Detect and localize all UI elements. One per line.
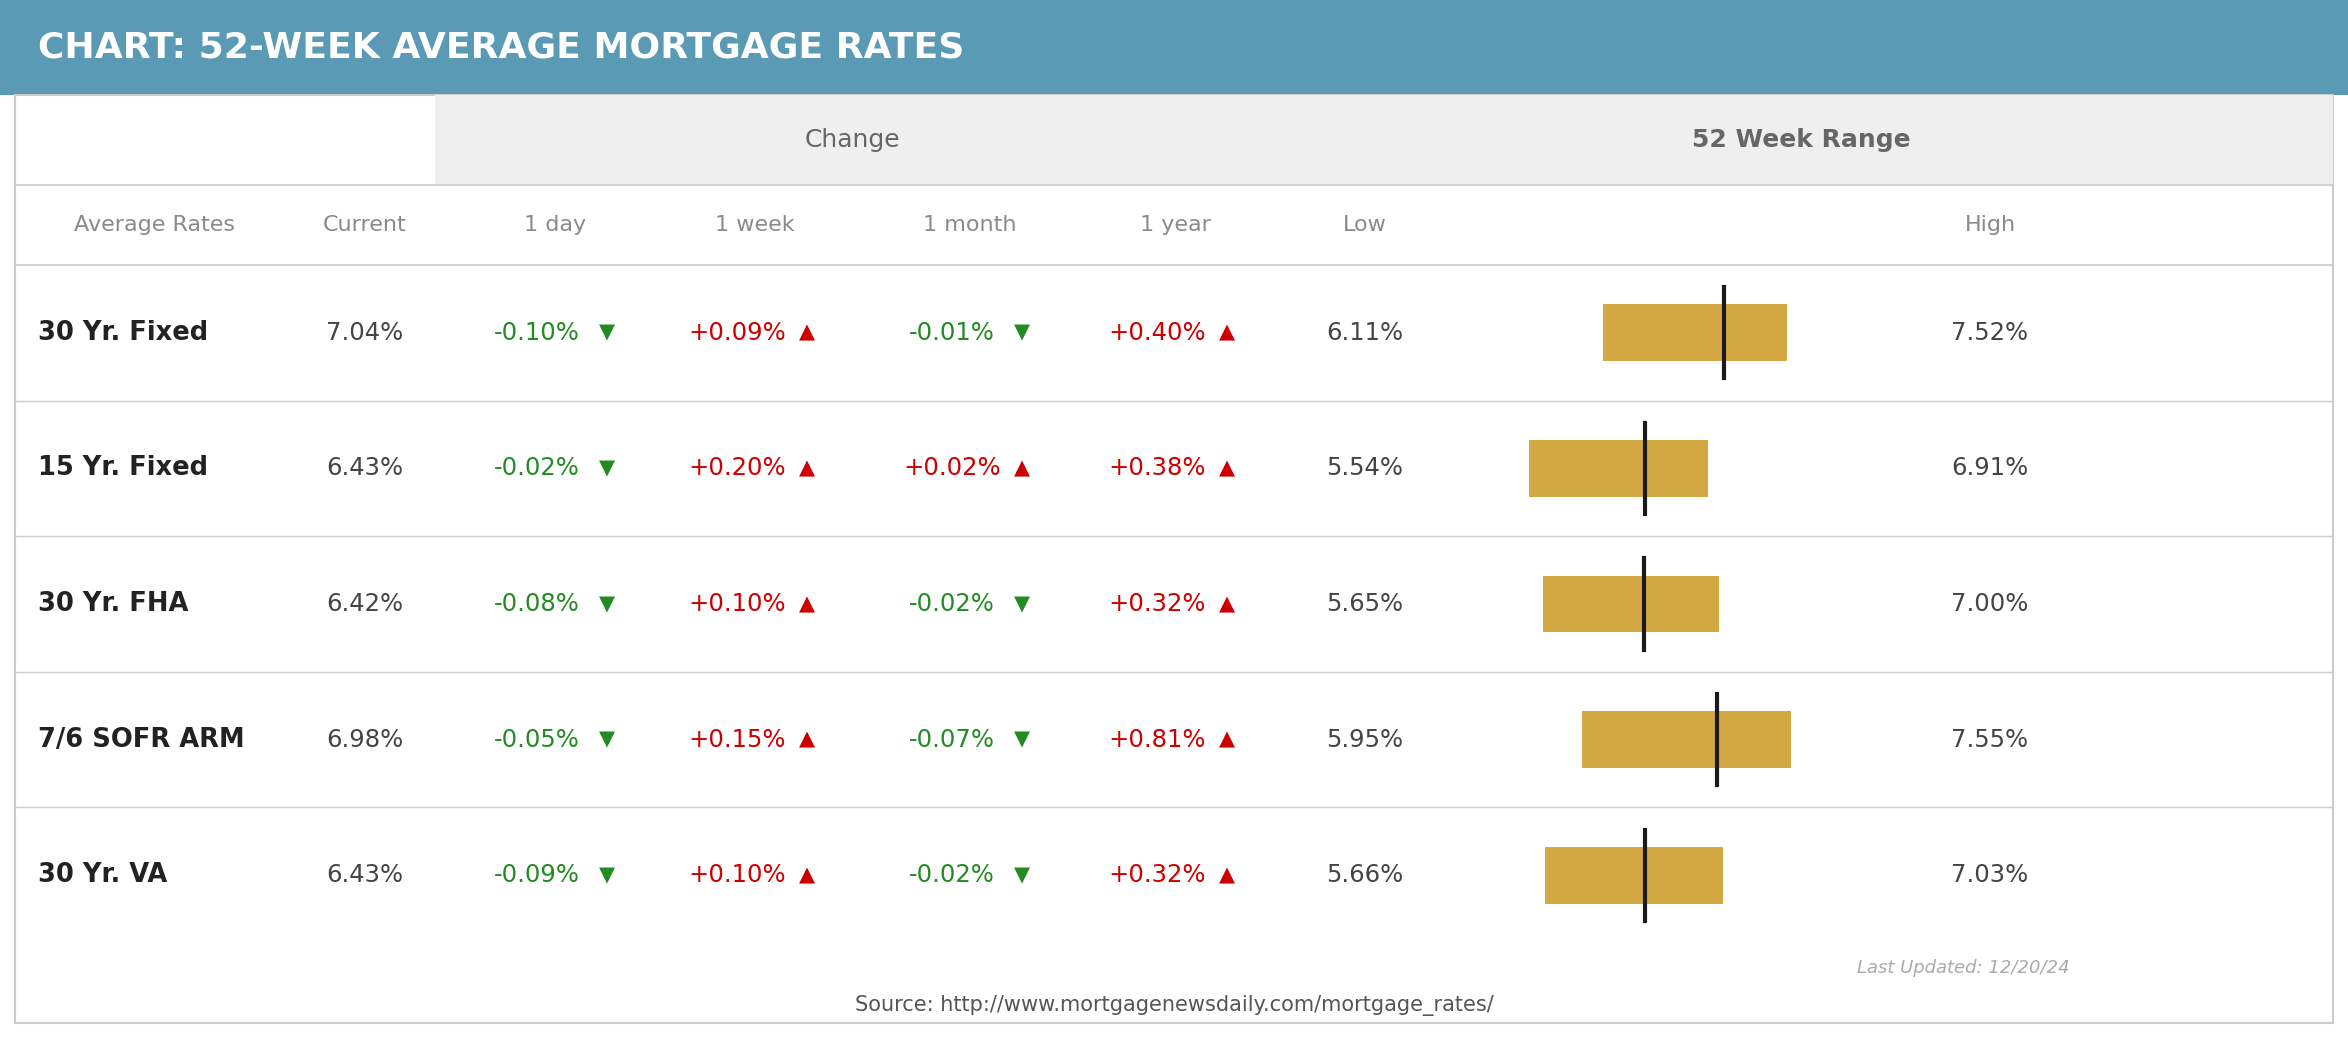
Text: 6.43%: 6.43% — [326, 456, 404, 480]
Text: ▲: ▲ — [798, 323, 815, 343]
Text: 5.65%: 5.65% — [1327, 592, 1404, 616]
Text: 7/6 SOFR ARM: 7/6 SOFR ARM — [38, 727, 244, 753]
Text: ▼: ▼ — [599, 323, 615, 343]
Text: -0.09%: -0.09% — [493, 863, 580, 888]
Text: +0.10%: +0.10% — [688, 863, 787, 888]
Text: 6.11%: 6.11% — [1327, 321, 1404, 344]
Text: 7.00%: 7.00% — [1951, 592, 2029, 616]
Text: ▲: ▲ — [1219, 458, 1235, 478]
Text: High: High — [1965, 215, 2015, 235]
Text: 7.04%: 7.04% — [326, 321, 404, 344]
Text: 5.95%: 5.95% — [1327, 728, 1404, 752]
Text: 52 Week Range: 52 Week Range — [1693, 128, 1911, 152]
Text: +0.32%: +0.32% — [1108, 592, 1207, 616]
Text: ▲: ▲ — [798, 458, 815, 478]
Text: ▲: ▲ — [1219, 866, 1235, 886]
Text: 6.43%: 6.43% — [326, 863, 404, 888]
Text: +0.40%: +0.40% — [1108, 321, 1207, 344]
Text: 30 Yr. FHA: 30 Yr. FHA — [38, 591, 188, 617]
Text: -0.02%: -0.02% — [493, 456, 580, 480]
Text: -0.02%: -0.02% — [909, 863, 996, 888]
Text: 5.54%: 5.54% — [1327, 456, 1404, 480]
Text: -0.07%: -0.07% — [909, 728, 996, 752]
Text: -0.10%: -0.10% — [493, 321, 580, 344]
Text: ▲: ▲ — [798, 730, 815, 750]
Text: -0.08%: -0.08% — [493, 592, 580, 616]
Bar — [434, 95, 1270, 185]
Text: +0.32%: +0.32% — [1108, 863, 1207, 888]
Text: 7.55%: 7.55% — [1951, 728, 2029, 752]
Text: -0.05%: -0.05% — [493, 728, 580, 752]
Text: 1 week: 1 week — [716, 215, 796, 235]
Text: 1 month: 1 month — [923, 215, 1017, 235]
Text: Current: Current — [324, 215, 406, 235]
Text: ▲: ▲ — [798, 594, 815, 614]
Text: ▼: ▼ — [1014, 866, 1031, 886]
Bar — [1583, 711, 1792, 768]
Text: CHART: 52-WEEK AVERAGE MORTGAGE RATES: CHART: 52-WEEK AVERAGE MORTGAGE RATES — [38, 31, 965, 64]
Text: ▲: ▲ — [1219, 594, 1235, 614]
Text: Last Updated: 12/20/24: Last Updated: 12/20/24 — [1857, 959, 2071, 977]
Text: ▼: ▼ — [599, 458, 615, 478]
Text: 6.42%: 6.42% — [326, 592, 404, 616]
Text: Change: Change — [805, 128, 899, 152]
Text: 30 Yr. VA: 30 Yr. VA — [38, 862, 167, 888]
Text: ▲: ▲ — [1014, 458, 1031, 478]
Text: 30 Yr. Fixed: 30 Yr. Fixed — [38, 320, 209, 345]
Text: 1 day: 1 day — [524, 215, 587, 235]
Text: 15 Yr. Fixed: 15 Yr. Fixed — [38, 455, 209, 481]
Text: +0.15%: +0.15% — [688, 728, 787, 752]
Text: ▲: ▲ — [1219, 323, 1235, 343]
Text: Average Rates: Average Rates — [75, 215, 235, 235]
Bar — [0, 0, 2348, 95]
Text: ▲: ▲ — [1219, 730, 1235, 750]
Text: +0.20%: +0.20% — [688, 456, 787, 480]
Text: ▼: ▼ — [1014, 594, 1031, 614]
Bar — [1529, 440, 1707, 497]
Text: Source: http://www.mortgagenewsdaily.com/mortgage_rates/: Source: http://www.mortgagenewsdaily.com… — [855, 994, 1493, 1015]
Text: ▲: ▲ — [798, 866, 815, 886]
Bar — [1604, 304, 1787, 361]
Text: 6.91%: 6.91% — [1951, 456, 2029, 480]
Text: 7.52%: 7.52% — [1951, 321, 2029, 344]
Text: -0.01%: -0.01% — [909, 321, 996, 344]
Text: ▼: ▼ — [599, 730, 615, 750]
Bar — [1270, 95, 2334, 185]
Text: Low: Low — [1343, 215, 1388, 235]
Bar — [1545, 847, 1723, 903]
Text: ▼: ▼ — [1014, 730, 1031, 750]
Text: 1 year: 1 year — [1139, 215, 1212, 235]
Bar — [1543, 576, 1719, 633]
Text: -0.02%: -0.02% — [909, 592, 996, 616]
Text: +0.02%: +0.02% — [904, 456, 1000, 480]
Bar — [14, 95, 2334, 1024]
Text: 7.03%: 7.03% — [1951, 863, 2029, 888]
Text: 6.98%: 6.98% — [326, 728, 404, 752]
Text: +0.81%: +0.81% — [1108, 728, 1207, 752]
Text: ▼: ▼ — [1014, 323, 1031, 343]
Text: 5.66%: 5.66% — [1327, 863, 1404, 888]
Text: ▼: ▼ — [599, 866, 615, 886]
Text: ▼: ▼ — [599, 594, 615, 614]
Text: +0.38%: +0.38% — [1108, 456, 1207, 480]
Text: +0.10%: +0.10% — [688, 592, 787, 616]
Text: +0.09%: +0.09% — [688, 321, 787, 344]
